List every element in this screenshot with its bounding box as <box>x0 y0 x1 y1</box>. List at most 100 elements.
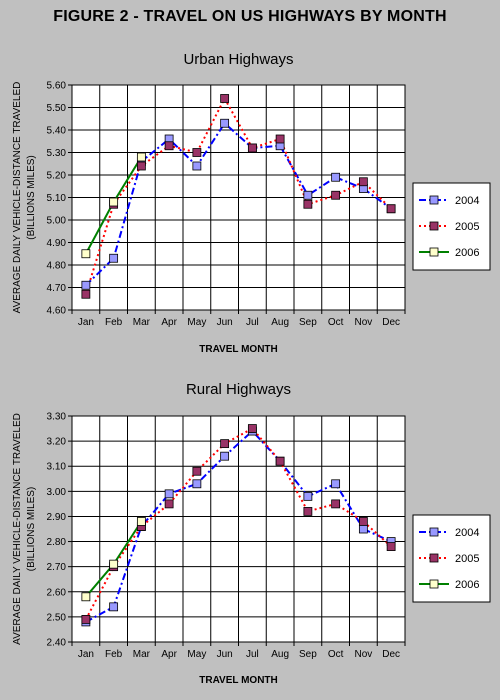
x-tick-label: Aug <box>271 649 289 660</box>
x-tick-label: Dec <box>382 317 400 328</box>
legend-marker-2006 <box>429 247 439 257</box>
data-point-2004 <box>192 161 202 171</box>
data-point-2004 <box>109 253 119 263</box>
data-point-2005 <box>220 94 230 103</box>
data-point-2005 <box>136 161 146 171</box>
data-point-2004 <box>331 479 341 489</box>
data-point-2005 <box>275 134 285 144</box>
data-point-2004 <box>220 451 230 461</box>
data-point-2006 <box>136 152 146 162</box>
y-axis-label: (BILLIONS MILES) <box>26 487 37 571</box>
x-tick-label: Jul <box>246 649 259 660</box>
x-tick-label: Feb <box>105 317 123 328</box>
chart-title: Rural Highways <box>186 381 291 398</box>
y-tick-label: 4.90 <box>47 238 67 249</box>
y-tick-label: 2.50 <box>47 612 67 623</box>
x-tick-label: Apr <box>161 649 177 660</box>
data-point-2004 <box>192 479 202 489</box>
y-tick-label: 4.80 <box>47 261 67 272</box>
y-tick-label: 5.60 <box>47 81 67 92</box>
data-point-2005 <box>386 204 396 214</box>
series-line-2005 <box>84 427 392 620</box>
data-point-2005 <box>192 148 202 157</box>
data-point-2004 <box>331 172 341 182</box>
data-point-2005 <box>81 289 91 299</box>
data-point-2005 <box>386 542 396 551</box>
y-axis-label: (BILLIONS MILES) <box>26 155 37 239</box>
y-tick-label: 5.20 <box>47 171 67 182</box>
x-tick-label: Oct <box>328 317 344 328</box>
series-line-2005 <box>84 96 392 295</box>
chart-1: Urban Highways 4.60 4.70 4.80 4.90 5.00 5.10 5.… <box>12 51 491 355</box>
x-tick-label: Jan <box>78 317 94 328</box>
x-tick-label: Jun <box>217 317 233 328</box>
y-tick-label: 2.40 <box>47 638 67 649</box>
data-point-2005 <box>192 466 202 476</box>
legend-marker-2005 <box>429 553 439 563</box>
x-tick-label: Nov <box>354 649 372 660</box>
x-tick-label: Aug <box>271 317 289 328</box>
data-point-2004 <box>358 524 368 534</box>
x-tick-label: Oct <box>328 649 344 660</box>
x-tick-label: Mar <box>133 649 151 660</box>
x-tick-label: Sep <box>299 649 317 660</box>
x-tick-label: May <box>187 649 206 660</box>
series-line-2004 <box>85 121 392 286</box>
chart-title: Urban Highways <box>183 51 293 68</box>
x-tick-label: Jul <box>246 317 259 328</box>
x-tick-label: May <box>187 317 206 328</box>
data-point-2005 <box>275 456 285 466</box>
x-tick-label: Jun <box>217 649 233 660</box>
legend-label: 2006 <box>455 247 479 259</box>
x-tick-label: Sep <box>299 317 317 328</box>
x-axis-label: TRAVEL MONTH <box>199 675 278 686</box>
data-point-2004 <box>303 190 313 200</box>
y-tick-label: 5.10 <box>47 193 67 204</box>
y-tick-label: 4.70 <box>47 283 67 294</box>
data-point-2005 <box>81 615 91 624</box>
y-tick-label: 2.90 <box>47 512 67 523</box>
data-point-2006 <box>136 517 146 526</box>
x-tick-label: Jan <box>78 649 94 660</box>
y-tick-label: 3.10 <box>47 462 67 473</box>
data-point-2005 <box>247 424 257 433</box>
data-point-2006 <box>109 197 119 207</box>
data-point-2005 <box>164 499 174 509</box>
x-axis-label: TRAVEL MONTH <box>199 344 278 355</box>
figure-title: FIGURE 2 - TRAVEL ON US HIGHWAYS BY MONT… <box>53 8 447 25</box>
x-tick-label: Dec <box>382 649 400 660</box>
legend-box <box>412 514 491 603</box>
y-tick-label: 5.00 <box>47 216 67 227</box>
data-point-2005 <box>358 517 368 526</box>
legend: 2004 2005 2006 <box>412 182 491 271</box>
data-point-2006 <box>81 592 91 602</box>
data-point-2005 <box>220 439 230 449</box>
y-tick-label: 3.30 <box>47 412 67 423</box>
data-point-2004 <box>220 118 230 128</box>
x-tick-label: Feb <box>105 649 123 660</box>
data-point-2006 <box>81 249 91 259</box>
data-point-2005 <box>331 190 341 200</box>
y-tick-label: 5.30 <box>47 148 67 159</box>
legend-label: 2006 <box>455 579 479 591</box>
data-point-2004 <box>109 602 119 612</box>
y-tick-label: 3.00 <box>47 487 67 498</box>
legend-marker-2004 <box>429 195 439 205</box>
data-point-2005 <box>303 507 313 516</box>
y-tick-label: 5.40 <box>47 126 67 137</box>
legend-label: 2004 <box>455 195 479 207</box>
x-tick-label: Mar <box>133 317 151 328</box>
legend-label: 2005 <box>455 553 479 565</box>
data-point-2006 <box>109 559 119 569</box>
data-point-2005 <box>331 499 341 509</box>
data-point-2005 <box>358 177 368 187</box>
legend-marker-2006 <box>429 579 439 589</box>
series-line-2004 <box>85 429 392 623</box>
y-axis-label: AVERAGE DAILY VEHICLE-DISTANCE TRAVELED <box>12 82 23 314</box>
legend-label: 2004 <box>455 527 479 539</box>
data-point-2005 <box>247 143 257 153</box>
y-tick-label: 5.50 <box>47 103 67 114</box>
y-tick-label: 4.60 <box>47 306 67 317</box>
y-tick-label: 2.70 <box>47 562 67 573</box>
y-tick-label: 2.60 <box>47 587 67 598</box>
